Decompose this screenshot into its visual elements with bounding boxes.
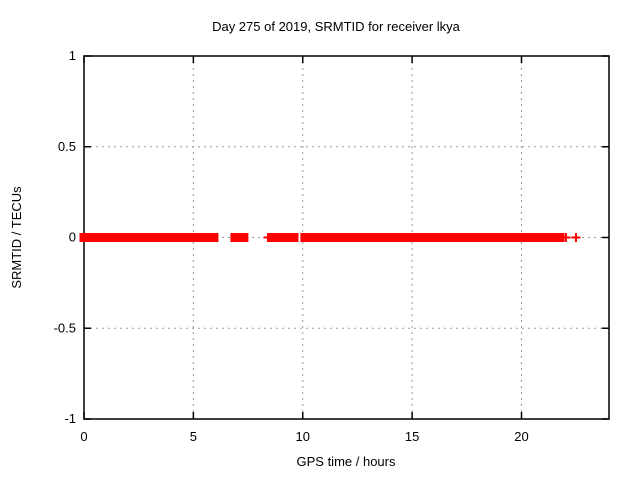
x-tick-label: 10 [296, 429, 310, 444]
chart-title: Day 275 of 2019, SRMTID for receiver lky… [212, 19, 461, 34]
data-segment [423, 233, 565, 242]
y-tick-label: 1 [69, 48, 76, 63]
data-segment [268, 233, 290, 242]
y-axis-label: SRMTID / TECUs [9, 186, 24, 289]
x-axis-label: GPS time / hours [297, 454, 396, 469]
y-tick-label: 0 [69, 230, 76, 245]
x-tick-label: 5 [190, 429, 197, 444]
data-segment [300, 233, 394, 242]
y-tick-label: -0.5 [54, 320, 76, 335]
data-segment [230, 233, 249, 242]
data-segment [284, 233, 299, 242]
y-tick-label: 0.5 [58, 139, 76, 154]
x-tick-label: 0 [80, 429, 87, 444]
data-segment [385, 233, 432, 242]
data-segment [112, 233, 208, 242]
x-tick-label: 15 [405, 429, 419, 444]
y-tick-label: -1 [64, 411, 76, 426]
x-tick-label: 20 [514, 429, 528, 444]
data-segment [202, 233, 219, 242]
data-segment [79, 233, 117, 242]
